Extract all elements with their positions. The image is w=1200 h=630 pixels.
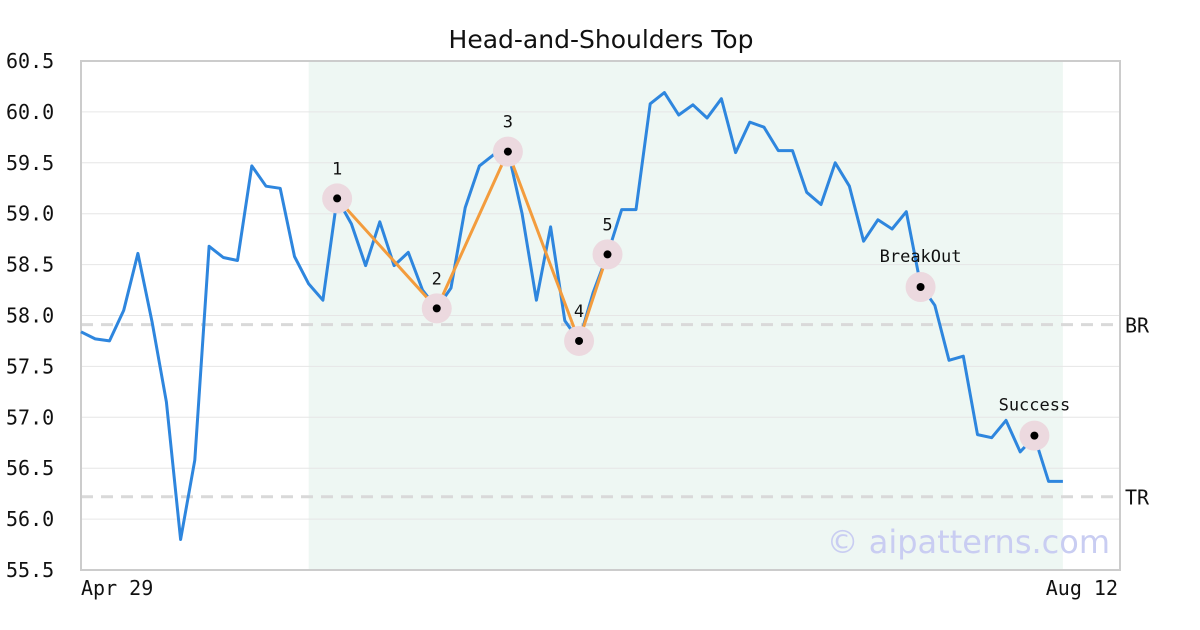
- y-tick-label: 56.0: [6, 507, 54, 531]
- y-tick-label: 57.0: [6, 405, 54, 429]
- event-success-point: [1030, 431, 1039, 440]
- pattern-point-1-point: [333, 194, 342, 203]
- pattern-point-3-point: [503, 147, 512, 156]
- reference-label-br: BR: [1125, 314, 1150, 338]
- pattern-point-2-point: [432, 304, 441, 313]
- pattern-point-2-label: 2: [432, 269, 442, 289]
- markers-layer: 1 2 3 4 5 BreakOut Success: [322, 113, 1070, 451]
- y-axis: 55.5 56.0 56.5 57.0 57.5 58.0 58.5 59.0 59.5 60.0…: [6, 49, 54, 582]
- pattern-point-1-label: 1: [332, 159, 342, 179]
- event-success-label: Success: [999, 396, 1071, 416]
- event-breakout-label: BreakOut: [880, 247, 962, 267]
- pattern-point-5-point: [603, 250, 612, 259]
- y-tick-label: 58.0: [6, 304, 54, 328]
- pattern-point-4-point: [575, 336, 584, 345]
- y-tick-label: 58.5: [6, 253, 54, 277]
- reference-label-tr: TR: [1125, 486, 1150, 510]
- pattern-point-4-label: 4: [574, 302, 584, 322]
- y-tick-label: 60.0: [6, 100, 54, 124]
- plot-frame: [80, 60, 1121, 571]
- y-tick-label: 59.0: [6, 202, 54, 226]
- y-tick-label: 56.5: [6, 456, 54, 480]
- x-tick-end: Aug 12: [1046, 576, 1118, 600]
- watermark: © aipatterns.com: [827, 523, 1110, 561]
- chart-title: Head-and-Shoulders Top: [449, 25, 754, 54]
- pattern-point-5-label: 5: [602, 215, 612, 235]
- y-tick-label: 57.5: [6, 354, 54, 378]
- x-tick-start: Apr 29: [81, 576, 153, 600]
- pattern-point-3-label: 3: [503, 113, 513, 133]
- y-tick-label: 60.5: [6, 49, 54, 73]
- reference-lines: BR TR: [81, 314, 1150, 510]
- y-tick-label: 55.5: [6, 558, 54, 582]
- y-tick-label: 59.5: [6, 151, 54, 175]
- event-breakout-point: [916, 282, 925, 291]
